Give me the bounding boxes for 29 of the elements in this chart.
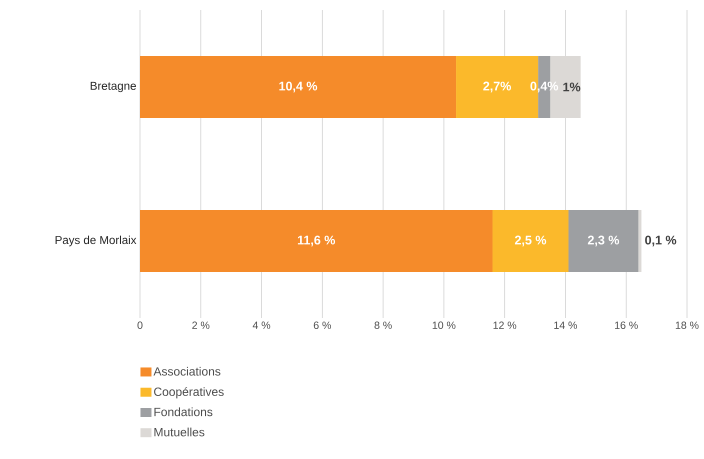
y-tick-label: Pays de Morlaix [56, 236, 136, 246]
x-tick-label: 14 % [554, 322, 578, 329]
bar [140, 56, 456, 118]
x-tick-label: 18 % [676, 322, 699, 329]
x-tick-label: 4 % [252, 322, 270, 329]
x-tick-label: 2 % [192, 322, 210, 329]
bar [140, 210, 493, 272]
data-label: 2,7% [483, 82, 511, 92]
data-label: 1% [563, 82, 580, 92]
data-label: 0,4% [530, 82, 558, 92]
data-label: 0,1 % [645, 236, 676, 246]
legend-label: Coopératives [154, 387, 224, 398]
data-label: 11,6 % [298, 236, 336, 246]
legend-label: Mutuelles [154, 428, 204, 436]
x-tick-label: 16 % [615, 322, 638, 329]
bar [492, 210, 568, 272]
data-label: 2,3 % [588, 236, 620, 246]
data-label: 10,4 % [279, 82, 318, 92]
bar [638, 210, 642, 272]
x-tick-label: 10 % [432, 322, 456, 329]
x-tick-label: 0 [137, 322, 143, 329]
legend-label: Fondations [154, 407, 212, 416]
data-label: 2,5 % [514, 236, 546, 246]
x-tick-label: 6 % [314, 322, 331, 329]
y-tick-label: Bretagne [90, 82, 136, 92]
x-tick-label: 12 % [494, 322, 516, 329]
bar [568, 210, 638, 272]
x-tick-label: 8 % [374, 322, 392, 329]
legend-label: Associations [153, 366, 220, 376]
